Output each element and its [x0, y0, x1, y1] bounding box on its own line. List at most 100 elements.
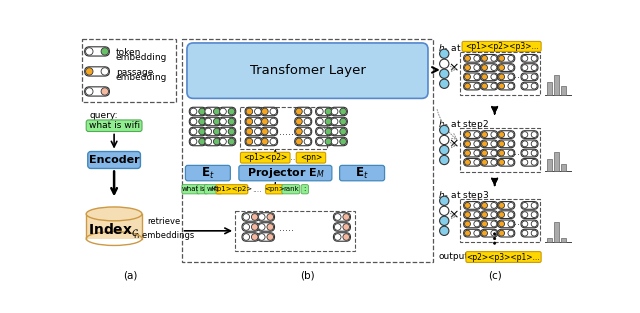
- FancyBboxPatch shape: [186, 165, 230, 181]
- Circle shape: [531, 159, 537, 165]
- FancyBboxPatch shape: [204, 127, 221, 136]
- Circle shape: [508, 74, 514, 80]
- Bar: [235, 211, 355, 251]
- Circle shape: [199, 128, 205, 135]
- Circle shape: [474, 74, 480, 80]
- FancyBboxPatch shape: [316, 117, 333, 126]
- Circle shape: [491, 230, 497, 236]
- Circle shape: [522, 150, 528, 156]
- Text: ...: ...: [514, 146, 523, 156]
- FancyBboxPatch shape: [481, 158, 498, 166]
- FancyBboxPatch shape: [242, 223, 259, 231]
- Circle shape: [440, 125, 449, 135]
- Circle shape: [220, 128, 227, 135]
- FancyBboxPatch shape: [294, 137, 312, 146]
- Text: ....: ....: [285, 153, 296, 162]
- Circle shape: [199, 118, 205, 125]
- Circle shape: [531, 221, 537, 227]
- FancyBboxPatch shape: [245, 117, 262, 126]
- FancyBboxPatch shape: [481, 211, 498, 218]
- FancyBboxPatch shape: [294, 117, 312, 126]
- Circle shape: [531, 212, 537, 218]
- Circle shape: [317, 118, 323, 125]
- Circle shape: [101, 48, 109, 55]
- FancyBboxPatch shape: [301, 185, 308, 194]
- Circle shape: [499, 55, 504, 61]
- Circle shape: [508, 221, 514, 227]
- Circle shape: [440, 49, 449, 58]
- Text: $\mathbf{Index}_\mathcal{C}$: $\mathbf{Index}_\mathcal{C}$: [88, 221, 140, 239]
- FancyBboxPatch shape: [189, 137, 206, 146]
- Circle shape: [343, 234, 349, 240]
- Circle shape: [508, 65, 514, 70]
- Circle shape: [86, 88, 93, 95]
- Circle shape: [465, 212, 470, 218]
- FancyBboxPatch shape: [260, 117, 278, 126]
- FancyBboxPatch shape: [521, 220, 538, 228]
- Text: what is wifi: what is wifi: [88, 121, 140, 130]
- Text: Encoder: Encoder: [89, 155, 140, 165]
- Circle shape: [317, 138, 323, 145]
- Circle shape: [465, 221, 470, 227]
- Circle shape: [482, 212, 488, 218]
- FancyBboxPatch shape: [340, 165, 385, 181]
- Circle shape: [255, 128, 261, 135]
- Circle shape: [325, 108, 332, 115]
- FancyBboxPatch shape: [330, 117, 348, 126]
- FancyBboxPatch shape: [296, 152, 326, 163]
- Circle shape: [296, 108, 302, 115]
- FancyBboxPatch shape: [84, 87, 109, 96]
- Circle shape: [304, 138, 311, 145]
- Text: .....: .....: [278, 127, 294, 137]
- Circle shape: [465, 150, 470, 156]
- Circle shape: [522, 159, 528, 165]
- Bar: [460, 199, 540, 242]
- Circle shape: [317, 108, 323, 115]
- FancyBboxPatch shape: [216, 185, 248, 194]
- Text: what: what: [182, 186, 200, 192]
- Circle shape: [474, 203, 480, 208]
- FancyBboxPatch shape: [257, 223, 275, 231]
- Circle shape: [246, 138, 253, 145]
- Circle shape: [493, 242, 496, 244]
- FancyBboxPatch shape: [316, 127, 333, 136]
- FancyBboxPatch shape: [182, 185, 200, 194]
- FancyBboxPatch shape: [463, 140, 481, 148]
- Circle shape: [214, 118, 220, 125]
- Text: $h_2$ at step2: $h_2$ at step2: [438, 118, 489, 131]
- Text: <p1><p2>: <p1><p2>: [211, 186, 252, 192]
- FancyBboxPatch shape: [463, 54, 481, 62]
- FancyBboxPatch shape: [481, 131, 498, 138]
- FancyBboxPatch shape: [282, 185, 300, 194]
- Circle shape: [205, 108, 212, 115]
- Circle shape: [491, 221, 497, 227]
- Circle shape: [440, 79, 449, 88]
- FancyBboxPatch shape: [521, 140, 538, 148]
- Circle shape: [465, 141, 470, 147]
- Circle shape: [482, 159, 488, 165]
- Circle shape: [491, 159, 497, 165]
- FancyBboxPatch shape: [463, 131, 481, 138]
- FancyBboxPatch shape: [481, 140, 498, 148]
- Text: <pn>: <pn>: [264, 186, 285, 192]
- Circle shape: [482, 203, 488, 208]
- Circle shape: [228, 108, 235, 115]
- Text: <pn>: <pn>: [300, 153, 322, 162]
- Text: output:: output:: [438, 252, 471, 261]
- FancyBboxPatch shape: [266, 185, 284, 194]
- Circle shape: [465, 74, 470, 80]
- FancyBboxPatch shape: [260, 137, 278, 146]
- Circle shape: [334, 234, 341, 240]
- Circle shape: [482, 150, 488, 156]
- Circle shape: [205, 128, 212, 135]
- FancyBboxPatch shape: [498, 73, 515, 81]
- Circle shape: [482, 230, 488, 236]
- FancyBboxPatch shape: [204, 117, 221, 126]
- Circle shape: [491, 74, 497, 80]
- Bar: [561, 238, 566, 242]
- Text: ×: ×: [448, 208, 459, 221]
- Circle shape: [259, 214, 265, 220]
- Circle shape: [220, 118, 227, 125]
- Circle shape: [262, 128, 268, 135]
- Text: embedding: embedding: [116, 73, 167, 82]
